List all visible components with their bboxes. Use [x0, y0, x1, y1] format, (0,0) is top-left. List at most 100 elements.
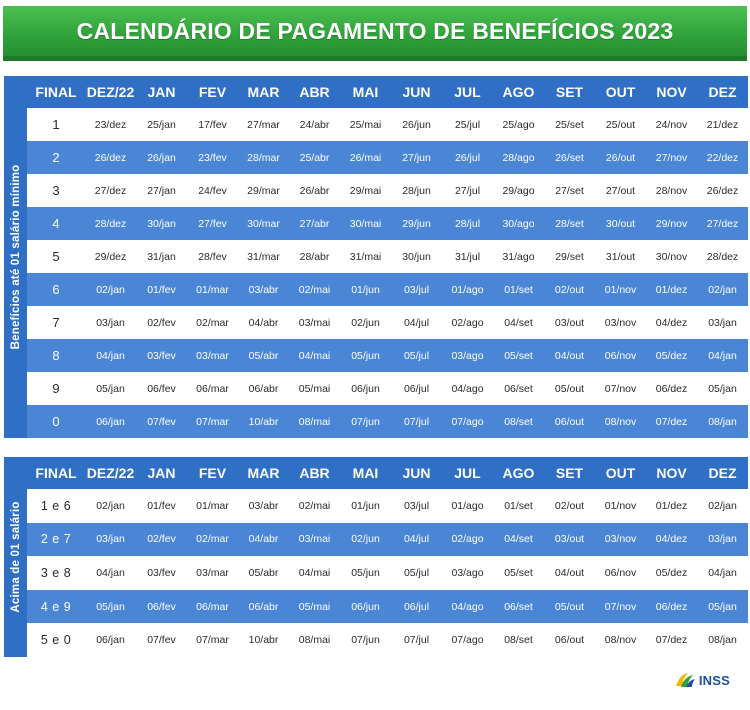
- table-header-row: FINAL DEZ/22 JAN FEV MAR ABR MAI JUN JUL AGO SET OU…: [27, 76, 748, 108]
- payment-date-cell: 07/nov: [604, 600, 637, 613]
- payment-date-cell: 07/mar: [196, 415, 229, 428]
- payment-date-cell: 26/jul: [454, 151, 481, 164]
- payment-date-cell: 22/dez: [706, 151, 739, 164]
- payment-date-cell: 02/jan: [96, 283, 125, 296]
- payment-date-cell: 08/mai: [298, 634, 331, 647]
- payment-date-cell: 28/dez: [706, 250, 739, 263]
- payment-date-cell: 05/jul: [403, 349, 430, 362]
- payment-date-cell: 05/jan: [708, 600, 737, 613]
- payment-date-cell: 25/out: [605, 118, 636, 131]
- payment-date-cell: 27/dez: [94, 184, 127, 197]
- payment-date-cell: 07/ago: [451, 634, 484, 647]
- payment-date-cell: 07/fev: [147, 634, 176, 647]
- payment-date-cell: 02/out: [554, 283, 585, 296]
- payment-date-cell: 05/mai: [298, 600, 331, 613]
- payment-date-cell: 24/nov: [655, 118, 688, 131]
- payment-date-cell: 02/jan: [708, 283, 737, 296]
- table-row: 1 23/dez 25/jan 17/fev 27/mar 24/abr 25/mai 26/…: [27, 108, 748, 141]
- final-digit-cell: 0: [52, 414, 60, 429]
- payment-date-cell: 08/jan: [708, 634, 737, 647]
- payment-date-cell: 06/jul: [403, 382, 430, 395]
- payment-date-cell: 04/set: [504, 533, 533, 546]
- header-month: JUL: [454, 84, 481, 100]
- payment-date-cell: 05/jan: [708, 382, 737, 395]
- payment-date-cell: 27/jun: [402, 151, 431, 164]
- payment-date-cell: 08/jan: [708, 415, 737, 428]
- payment-date-cell: 05/jan: [96, 382, 125, 395]
- section-side-bar: Benefícios até 01 salário mínimo: [4, 76, 27, 438]
- payment-date-cell: 10/abr: [248, 415, 279, 428]
- payment-date-cell: 27/dez: [706, 217, 739, 230]
- payment-date-cell: 29/mai: [349, 184, 382, 197]
- payment-date-cell: 01/mar: [196, 283, 229, 296]
- payment-date-cell: 02/ago: [451, 533, 484, 546]
- table-row: 3 27/dez 27/jan 24/fev 29/mar 26/abr 29/mai 28/…: [27, 174, 748, 207]
- inss-logo: INSS: [674, 670, 730, 690]
- payment-date-cell: 07/fev: [147, 415, 176, 428]
- header-month: MAR: [247, 84, 280, 100]
- title-banner: CALENDÁRIO DE PAGAMENTO DE BENEFÍCIOS 20…: [3, 6, 747, 61]
- payment-date-cell: 07/mar: [196, 634, 229, 647]
- payment-date-cell: 31/mai: [349, 250, 382, 263]
- final-digit-cell: 5: [52, 249, 60, 264]
- payment-date-cell: 28/jul: [454, 217, 481, 230]
- payment-date-cell: 06/jul: [403, 600, 430, 613]
- final-digit-cell: 8: [52, 348, 60, 363]
- payment-date-cell: 04/dez: [655, 533, 688, 546]
- table-row: 2 e 7 03/jan 02/fev 02/mar 04/abr 03/mai 02/ju…: [27, 522, 748, 557]
- payment-date-cell: 01/mar: [196, 499, 229, 512]
- table-row: 8 04/jan 03/fev 03/mar 05/abr 04/mai 05/jun 05/…: [27, 339, 748, 372]
- table-section-minimum-wage: Benefícios até 01 salário mínimo FINAL DE…: [4, 76, 748, 438]
- header-month: FEV: [198, 84, 227, 100]
- payment-date-cell: 01/jun: [351, 499, 380, 512]
- payment-date-cell: 02/jan: [96, 499, 125, 512]
- payment-date-cell: 07/ago: [451, 415, 484, 428]
- payment-date-cell: 27/fev: [198, 217, 227, 230]
- table-row: 4 28/dez 30/jan 27/fev 30/mar 27/abr 30/mai 29/…: [27, 207, 748, 240]
- payment-date-cell: 04/ago: [451, 382, 484, 395]
- payment-date-cell: 29/dez: [94, 250, 127, 263]
- payment-date-cell: 02/mar: [196, 533, 229, 546]
- final-digit-cell: 9: [52, 381, 60, 396]
- payment-date-cell: 07/jun: [351, 634, 380, 647]
- section-side-bar: Acima de 01 salário: [4, 457, 27, 657]
- payment-date-cell: 04/jul: [403, 533, 430, 546]
- payment-date-cell: 23/fev: [198, 151, 227, 164]
- payment-date-cell: 04/abr: [248, 316, 279, 329]
- payment-date-cell: 27/nov: [655, 151, 688, 164]
- payment-date-cell: 04/out: [554, 349, 585, 362]
- payment-date-cell: 05/set: [504, 566, 533, 579]
- payment-date-cell: 03/jan: [708, 316, 737, 329]
- payment-date-cell: 03/mai: [298, 316, 331, 329]
- payment-date-cell: 08/set: [504, 415, 533, 428]
- payment-date-cell: 03/ago: [451, 566, 484, 579]
- header-month: DEZ: [708, 465, 737, 481]
- payment-date-cell: 27/mar: [247, 118, 280, 131]
- payment-date-cell: 03/nov: [604, 316, 637, 329]
- payment-date-cell: 07/dez: [655, 415, 688, 428]
- payment-date-cell: 02/mai: [298, 499, 331, 512]
- payment-date-cell: 06/jun: [351, 600, 380, 613]
- payment-date-cell: 05/dez: [655, 566, 688, 579]
- payment-date-cell: 04/jan: [96, 349, 125, 362]
- payment-date-cell: 25/set: [555, 118, 584, 131]
- payment-date-cell: 04/dez: [655, 316, 688, 329]
- header-month: DEZ: [708, 84, 737, 100]
- payment-date-cell: 01/nov: [604, 499, 637, 512]
- payment-date-cell: 01/set: [504, 283, 533, 296]
- payment-date-cell: 31/mar: [247, 250, 280, 263]
- payment-date-cell: 06/nov: [604, 349, 637, 362]
- payment-date-cell: 05/out: [554, 382, 585, 395]
- section-label: Acima de 01 salário: [9, 501, 22, 613]
- header-month: MAI: [352, 84, 379, 100]
- payment-date-cell: 01/jun: [351, 283, 380, 296]
- payment-date-cell: 04/ago: [451, 600, 484, 613]
- payment-date-cell: 07/jul: [403, 415, 430, 428]
- table-section-above-minimum: Acima de 01 salário FINAL DEZ/22 JAN FEV MAR…: [4, 457, 748, 657]
- table-row: 2 26/dez 26/jan 23/fev 28/mar 25/abr 26/mai 27/…: [27, 141, 748, 174]
- payment-date-cell: 28/dez: [94, 217, 127, 230]
- payment-date-cell: 03/jan: [708, 533, 737, 546]
- payment-date-cell: 30/out: [605, 217, 636, 230]
- payment-date-cell: 25/jul: [454, 118, 481, 131]
- payment-date-cell: 28/nov: [655, 184, 688, 197]
